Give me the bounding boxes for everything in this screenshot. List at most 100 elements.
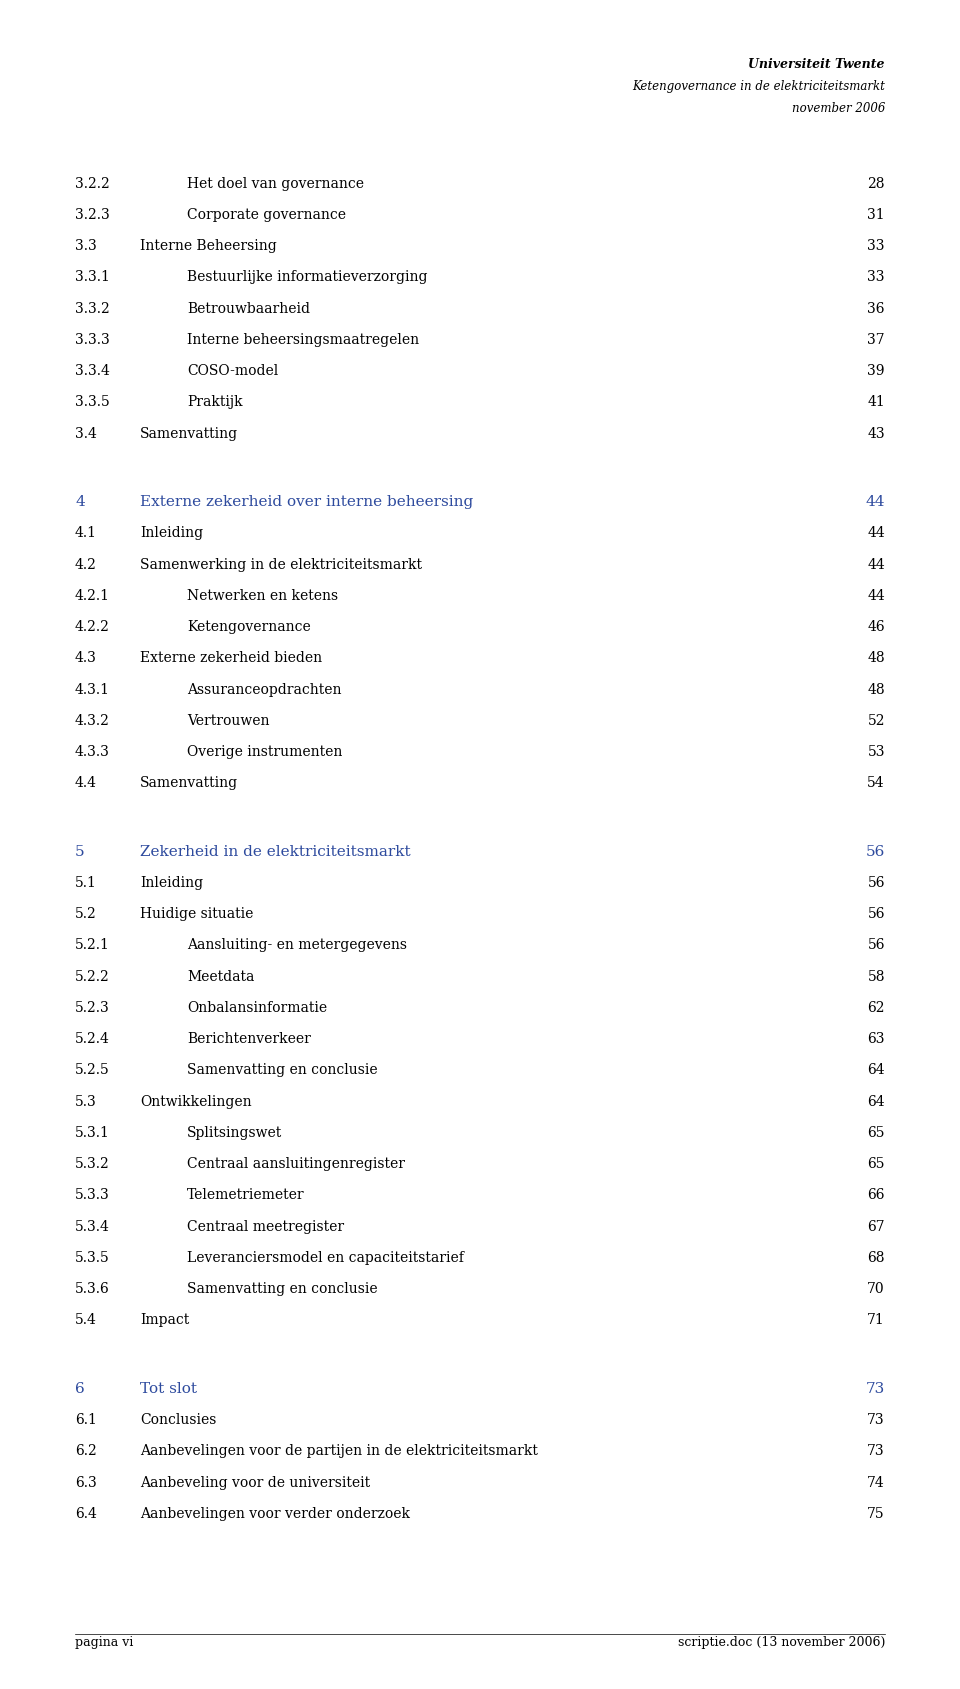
Text: Samenvatting en conclusie: Samenvatting en conclusie <box>187 1282 377 1295</box>
Text: 3.2.2: 3.2.2 <box>75 177 109 191</box>
Text: Interne Beheersing: Interne Beheersing <box>140 240 276 253</box>
Text: Leveranciersmodel en capaciteitstarief: Leveranciersmodel en capaciteitstarief <box>187 1252 464 1265</box>
Text: 5.2.2: 5.2.2 <box>75 969 109 983</box>
Text: 6.1: 6.1 <box>75 1414 97 1427</box>
Text: pagina vi: pagina vi <box>75 1637 133 1648</box>
Text: 36: 36 <box>868 302 885 316</box>
Text: 64: 64 <box>868 1064 885 1078</box>
Text: Externe zekerheid over interne beheersing: Externe zekerheid over interne beheersin… <box>140 495 473 508</box>
Text: Praktijk: Praktijk <box>187 395 243 409</box>
Text: 56: 56 <box>868 939 885 953</box>
Text: 5.3.2: 5.3.2 <box>75 1157 109 1170</box>
Text: 31: 31 <box>868 208 885 221</box>
Text: Assuranceopdrachten: Assuranceopdrachten <box>187 682 342 696</box>
Text: 3.3: 3.3 <box>75 240 97 253</box>
Text: 53: 53 <box>868 745 885 758</box>
Text: 4.3.1: 4.3.1 <box>75 682 110 696</box>
Text: 4.2: 4.2 <box>75 557 97 571</box>
Text: Centraal meetregister: Centraal meetregister <box>187 1219 344 1233</box>
Text: 5.4: 5.4 <box>75 1314 97 1328</box>
Text: Centraal aansluitingenregister: Centraal aansluitingenregister <box>187 1157 405 1170</box>
Text: Ketengovernance: Ketengovernance <box>187 620 311 633</box>
Text: Meetdata: Meetdata <box>187 969 254 983</box>
Text: 4.3: 4.3 <box>75 652 97 665</box>
Text: 6: 6 <box>75 1382 84 1395</box>
Text: 48: 48 <box>868 652 885 665</box>
Text: 70: 70 <box>868 1282 885 1295</box>
Text: Onbalansinformatie: Onbalansinformatie <box>187 1002 327 1015</box>
Text: Netwerken en ketens: Netwerken en ketens <box>187 589 338 603</box>
Text: Berichtenverkeer: Berichtenverkeer <box>187 1032 311 1045</box>
Text: Aanbeveling voor de universiteit: Aanbeveling voor de universiteit <box>140 1476 371 1490</box>
Text: Zekerheid in de elektriciteitsmarkt: Zekerheid in de elektriciteitsmarkt <box>140 844 411 858</box>
Text: 5.2.5: 5.2.5 <box>75 1064 109 1078</box>
Text: 6.3: 6.3 <box>75 1476 97 1490</box>
Text: 44: 44 <box>867 527 885 540</box>
Text: Impact: Impact <box>140 1314 189 1328</box>
Text: november 2006: november 2006 <box>792 103 885 115</box>
Text: 5.3: 5.3 <box>75 1094 97 1108</box>
Text: Interne beheersingsmaatregelen: Interne beheersingsmaatregelen <box>187 333 420 346</box>
Text: 65: 65 <box>868 1157 885 1170</box>
Text: 3.3.2: 3.3.2 <box>75 302 109 316</box>
Text: 4.4: 4.4 <box>75 777 97 790</box>
Text: 66: 66 <box>868 1189 885 1203</box>
Text: 52: 52 <box>868 714 885 728</box>
Text: 4.1: 4.1 <box>75 527 97 540</box>
Text: Samenwerking in de elektriciteitsmarkt: Samenwerking in de elektriciteitsmarkt <box>140 557 422 571</box>
Text: 3.2.3: 3.2.3 <box>75 208 109 221</box>
Text: 56: 56 <box>868 877 885 890</box>
Text: Ontwikkelingen: Ontwikkelingen <box>140 1094 252 1108</box>
Text: 73: 73 <box>868 1444 885 1458</box>
Text: 5.3.1: 5.3.1 <box>75 1127 109 1140</box>
Text: 67: 67 <box>868 1219 885 1233</box>
Text: 74: 74 <box>867 1476 885 1490</box>
Text: 73: 73 <box>868 1414 885 1427</box>
Text: 3.3.4: 3.3.4 <box>75 365 109 378</box>
Text: COSO-model: COSO-model <box>187 365 278 378</box>
Text: 64: 64 <box>868 1094 885 1108</box>
Text: Samenvatting: Samenvatting <box>140 777 238 790</box>
Text: 5.2.1: 5.2.1 <box>75 939 109 953</box>
Text: Bestuurlijke informatieverzorging: Bestuurlijke informatieverzorging <box>187 270 427 284</box>
Text: Tot slot: Tot slot <box>140 1382 197 1395</box>
Text: 5.3.5: 5.3.5 <box>75 1252 109 1265</box>
Text: 4.3.2: 4.3.2 <box>75 714 109 728</box>
Text: Samenvatting: Samenvatting <box>140 427 238 441</box>
Text: 6.4: 6.4 <box>75 1507 97 1520</box>
Text: Overige instrumenten: Overige instrumenten <box>187 745 343 758</box>
Text: Corporate governance: Corporate governance <box>187 208 346 221</box>
Text: 3.4: 3.4 <box>75 427 97 441</box>
Text: 5.2.3: 5.2.3 <box>75 1002 109 1015</box>
Text: 5.3.6: 5.3.6 <box>75 1282 109 1295</box>
Text: 4.2.2: 4.2.2 <box>75 620 109 633</box>
Text: Aansluiting- en metergegevens: Aansluiting- en metergegevens <box>187 939 407 953</box>
Text: 6.2: 6.2 <box>75 1444 97 1458</box>
Text: 71: 71 <box>867 1314 885 1328</box>
Text: Huidige situatie: Huidige situatie <box>140 907 253 921</box>
Text: 68: 68 <box>868 1252 885 1265</box>
Text: 73: 73 <box>866 1382 885 1395</box>
Text: 3.3.3: 3.3.3 <box>75 333 109 346</box>
Text: 48: 48 <box>868 682 885 696</box>
Text: Externe zekerheid bieden: Externe zekerheid bieden <box>140 652 323 665</box>
Text: Inleiding: Inleiding <box>140 877 204 890</box>
Text: 62: 62 <box>868 1002 885 1015</box>
Text: 58: 58 <box>868 969 885 983</box>
Text: 33: 33 <box>868 270 885 284</box>
Text: Inleiding: Inleiding <box>140 527 204 540</box>
Text: 28: 28 <box>868 177 885 191</box>
Text: 65: 65 <box>868 1127 885 1140</box>
Text: 56: 56 <box>868 907 885 921</box>
Text: 37: 37 <box>868 333 885 346</box>
Text: 5.1: 5.1 <box>75 877 97 890</box>
Text: 4.2.1: 4.2.1 <box>75 589 110 603</box>
Text: 63: 63 <box>868 1032 885 1045</box>
Text: 3.3.5: 3.3.5 <box>75 395 109 409</box>
Text: Het doel van governance: Het doel van governance <box>187 177 364 191</box>
Text: Vertrouwen: Vertrouwen <box>187 714 270 728</box>
Text: 43: 43 <box>868 427 885 441</box>
Text: Aanbevelingen voor verder onderzoek: Aanbevelingen voor verder onderzoek <box>140 1507 410 1520</box>
Text: 75: 75 <box>868 1507 885 1520</box>
Text: Conclusies: Conclusies <box>140 1414 216 1427</box>
